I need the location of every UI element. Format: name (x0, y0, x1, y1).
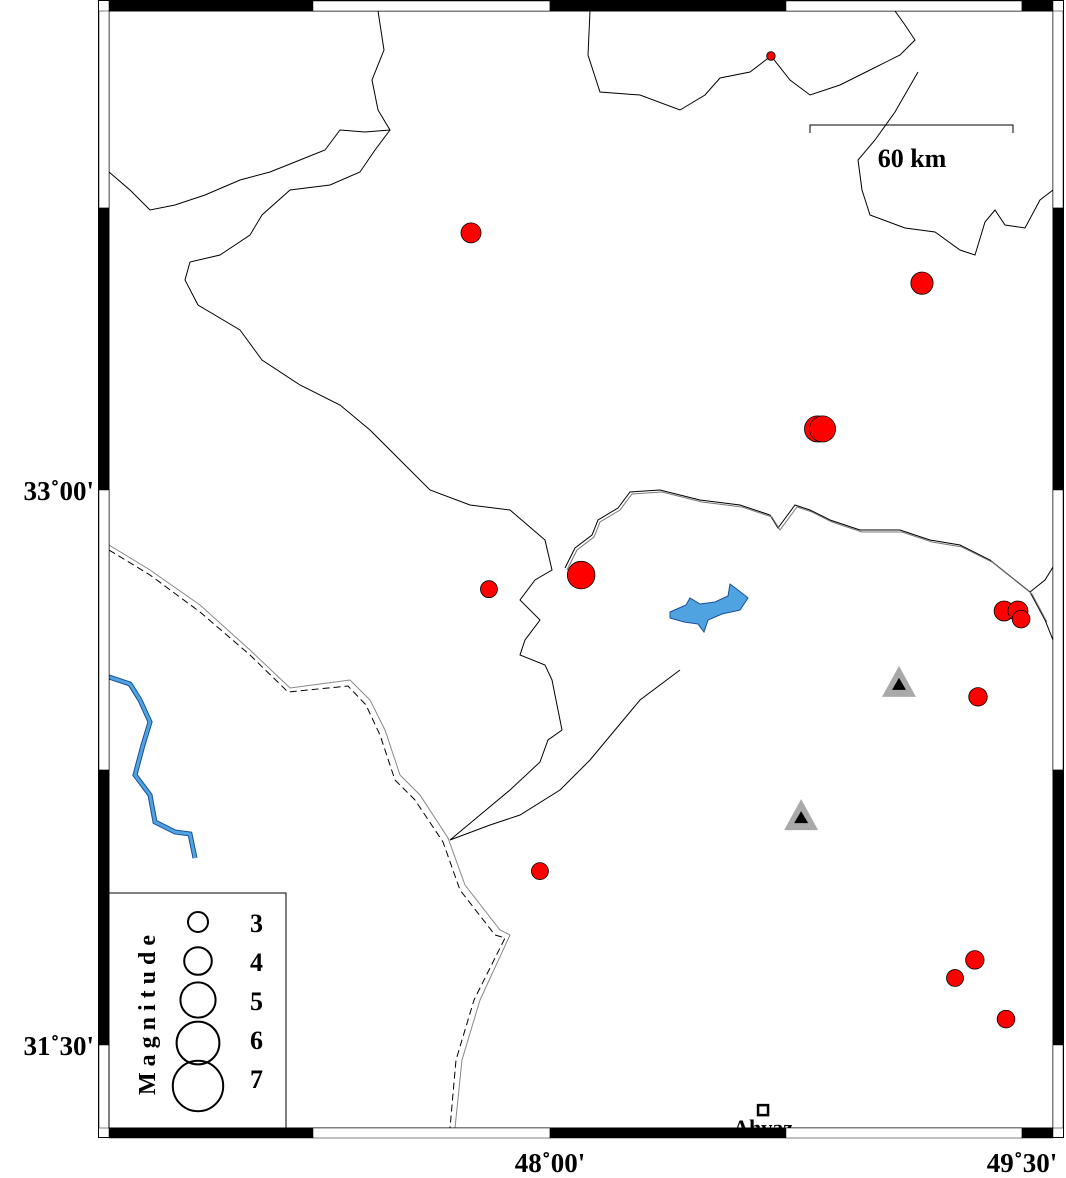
earthquake-marker (460, 222, 482, 244)
earthquake-marker (968, 687, 988, 707)
frame-segment (549, 0, 787, 12)
legend-label: 5 (250, 987, 263, 1016)
legend-circle (183, 946, 213, 976)
scale-bar: 60 km (809, 124, 1014, 173)
boundary-east-edge (1029, 566, 1053, 593)
earthquake-marker (996, 1009, 1016, 1029)
legend-circle (171, 1059, 225, 1113)
frame-segment (98, 10, 110, 209)
scale-bar-label: 60 km (878, 144, 947, 173)
province-boundary (184, 129, 563, 841)
legend-label: 7 (250, 1065, 263, 1094)
earthquake-marker (566, 560, 596, 590)
y-tick-label: 33˚00' (24, 476, 95, 506)
frame-segment (1021, 1127, 1054, 1139)
frame-segment (785, 0, 1023, 12)
frame-segment (1052, 207, 1064, 491)
earthquake-events (460, 51, 1031, 1029)
international-border-dashed (109, 549, 506, 1128)
international-border-gray (109, 544, 511, 1128)
legend: Magnitude 3 4 5 6 7 (108, 892, 287, 1129)
legend-circle (179, 981, 217, 1019)
frame-segment (1052, 489, 1064, 771)
earthquake-marker (766, 51, 776, 61)
boundary-south (449, 669, 681, 841)
legend-label: 6 (250, 1026, 263, 1055)
city-square-icon (756, 1103, 770, 1117)
boundary-north (109, 11, 391, 211)
river-fill (109, 675, 197, 859)
station-triangle-icon (794, 811, 809, 824)
y-tick-label: 31˚30' (24, 1031, 95, 1061)
boundary-double-2 (566, 491, 1048, 623)
frame-segment (1052, 769, 1064, 1046)
frame-segment (1021, 0, 1054, 12)
x-tick-label: 48˚00' (515, 1148, 586, 1178)
frame-segment (108, 1127, 314, 1139)
map-frame (98, 0, 1064, 1139)
scale-bar-line (809, 124, 1014, 133)
earthquake-marker (809, 415, 836, 443)
x-tick-label: 49˚30' (987, 1148, 1058, 1178)
frame-segment (1052, 1044, 1064, 1129)
station-triangle-icon (892, 677, 907, 690)
frame-segment (98, 1044, 110, 1129)
earthquake-marker (965, 950, 985, 970)
earthquake-marker (946, 969, 964, 987)
legend-circle (175, 1020, 221, 1066)
boundary-east (857, 71, 1053, 256)
frame-segment (108, 0, 314, 12)
legend-circle (187, 911, 209, 933)
frame-segment (98, 769, 110, 1046)
earthquake-marker (910, 271, 934, 295)
seismic-stations (784, 665, 917, 831)
city-label: Ahvaz (733, 1115, 793, 1140)
earthquake-marker (480, 580, 498, 599)
frame-segment (1052, 10, 1064, 209)
lake (669, 583, 749, 634)
legend-label: 4 (250, 948, 263, 977)
frame-segment (785, 1127, 1023, 1139)
legend-label: 3 (250, 909, 263, 938)
frame-segment (312, 1127, 551, 1139)
legend-title: Magnitude (135, 929, 161, 1095)
earthquake-marker (1011, 609, 1031, 629)
earthquake-marker (531, 862, 549, 880)
frame-segment (98, 207, 110, 491)
cities: Ahvaz (733, 1103, 793, 1140)
frame-segment (549, 1127, 787, 1139)
frame-segment (98, 489, 110, 771)
frame-segment (312, 0, 551, 12)
